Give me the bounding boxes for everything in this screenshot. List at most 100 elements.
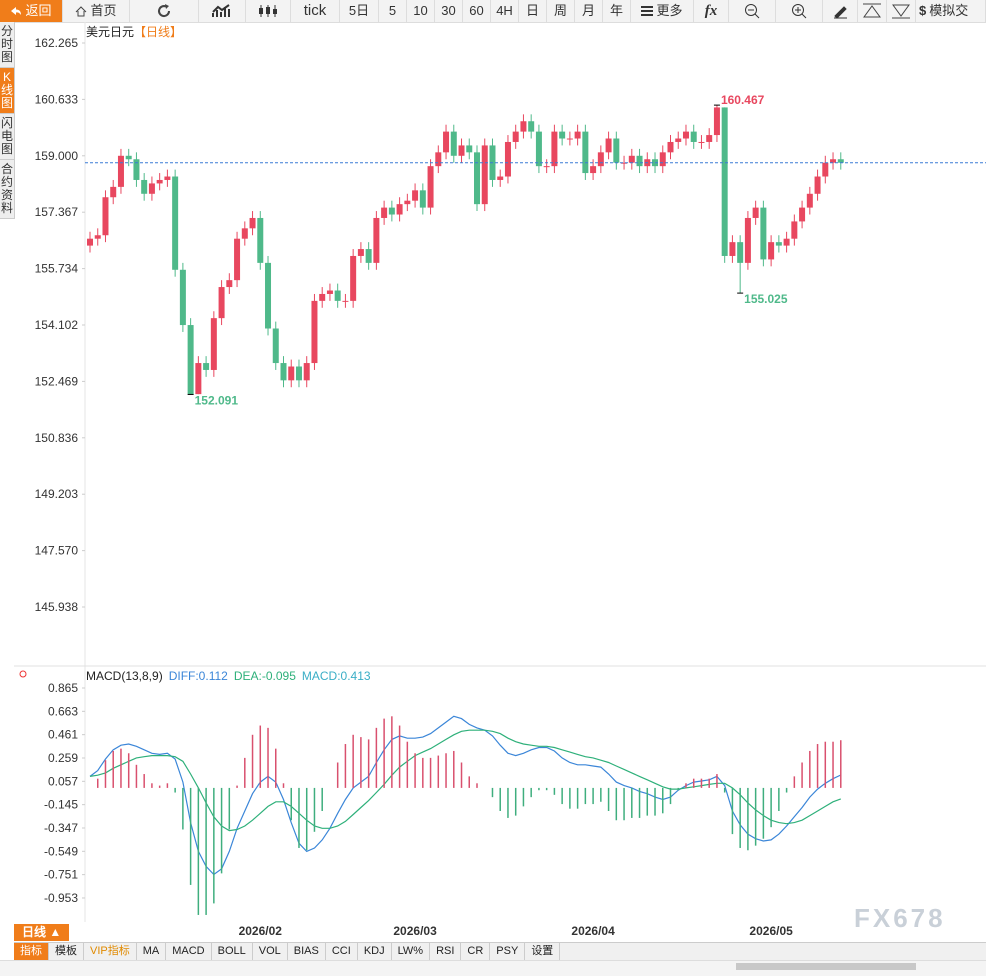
candle-body bbox=[427, 166, 434, 208]
candle-body bbox=[257, 217, 264, 263]
candle-body bbox=[234, 238, 241, 281]
refresh-button[interactable] bbox=[130, 0, 199, 22]
candle-type-button[interactable] bbox=[246, 0, 291, 22]
indicator-tab[interactable]: BIAS bbox=[288, 943, 326, 960]
x-tick-label: 2026/04 bbox=[571, 924, 615, 938]
indicator-tab[interactable]: PSY bbox=[490, 943, 526, 960]
period-button[interactable]: 5 bbox=[379, 0, 407, 22]
candle-body bbox=[265, 262, 272, 329]
candle-body bbox=[388, 207, 395, 215]
candle-body bbox=[497, 176, 504, 180]
candle-body bbox=[791, 221, 798, 239]
more-button[interactable]: 更多 bbox=[631, 0, 694, 22]
y-tick-label: 154.102 bbox=[35, 318, 79, 332]
period-button[interactable]: 10 bbox=[407, 0, 435, 22]
back-button[interactable]: 返回 bbox=[0, 0, 63, 22]
candle-body bbox=[768, 242, 775, 260]
candle-body bbox=[474, 152, 480, 205]
legend-entry: MACD:0.413 bbox=[302, 669, 371, 683]
demo-trade-button[interactable]: $ 模拟交 bbox=[916, 0, 986, 22]
indicator-tab[interactable]: RSI bbox=[430, 943, 462, 960]
candle-body bbox=[373, 217, 380, 263]
y-tick-label: -0.145 bbox=[44, 798, 78, 812]
period-button[interactable]: 5日 bbox=[340, 0, 379, 22]
indicator-tab[interactable]: LW% bbox=[392, 943, 431, 960]
x-tick-label: 2026/03 bbox=[393, 924, 437, 938]
x-tick-label: 2026/05 bbox=[749, 924, 793, 938]
draw-button[interactable] bbox=[823, 0, 858, 22]
candle-body bbox=[249, 217, 256, 229]
indicator-tab[interactable]: MA bbox=[137, 943, 167, 960]
candle-body bbox=[210, 318, 217, 370]
zoom-in-button[interactable] bbox=[776, 0, 823, 22]
candle-body bbox=[512, 131, 519, 142]
period-button[interactable]: 4H bbox=[491, 0, 519, 22]
candle-body bbox=[342, 300, 349, 302]
period-button[interactable]: 年 bbox=[603, 0, 631, 22]
candle-body bbox=[621, 162, 628, 164]
candle-body bbox=[659, 152, 666, 167]
candle-body bbox=[814, 176, 821, 194]
up-button[interactable] bbox=[858, 0, 887, 22]
legend-entry: DIFF:0.112 bbox=[169, 669, 228, 683]
period-button[interactable]: 月 bbox=[575, 0, 603, 22]
side-tab[interactable]: 合约资料 bbox=[0, 160, 14, 219]
period-button[interactable]: 30 bbox=[435, 0, 463, 22]
candle-body bbox=[675, 138, 682, 142]
candle-body bbox=[590, 166, 597, 174]
home-button[interactable]: 首页 bbox=[63, 0, 130, 22]
zoom-out-button[interactable] bbox=[729, 0, 776, 22]
candle-body bbox=[706, 135, 713, 142]
side-tab[interactable]: K线图 bbox=[0, 68, 14, 114]
watermark: FX678 bbox=[854, 903, 946, 933]
candle-body bbox=[613, 138, 620, 163]
candle-body bbox=[412, 190, 419, 201]
period-button[interactable]: 周 bbox=[547, 0, 575, 22]
period-button[interactable]: tick bbox=[291, 0, 340, 22]
indicator-tab[interactable]: 模板 bbox=[49, 943, 84, 960]
indicator-tab[interactable]: MACD bbox=[166, 943, 212, 960]
candle-body bbox=[203, 363, 210, 370]
bottom-bar: 日线 ▲ 指标 模板 VIP指标 MA MACD BOLL VOL BIAS CCI KDJ LW% R… bbox=[14, 924, 986, 960]
candle-body bbox=[605, 138, 612, 153]
candle-body bbox=[218, 287, 225, 319]
settings-icon[interactable] bbox=[19, 670, 27, 678]
candle-body bbox=[559, 131, 566, 139]
candle-body bbox=[466, 145, 473, 153]
legend-entry: DEA:-0.095 bbox=[234, 669, 296, 683]
y-tick-label: 0.865 bbox=[48, 681, 78, 695]
side-tab[interactable]: 分时图 bbox=[0, 22, 14, 68]
candle-body bbox=[636, 155, 643, 167]
indicator-tab[interactable]: 指标 bbox=[14, 943, 49, 960]
indicator-tab[interactable]: CR bbox=[461, 943, 491, 960]
indicator-tab[interactable]: BOLL bbox=[212, 943, 253, 960]
indicator-tab[interactable]: CCI bbox=[326, 943, 358, 960]
candle-body bbox=[326, 290, 333, 294]
chart-title: 美元日元 bbox=[86, 25, 134, 39]
candle-body bbox=[156, 179, 163, 184]
indicator-tab[interactable]: KDJ bbox=[358, 943, 392, 960]
candle-body bbox=[690, 131, 697, 142]
chart-type-button[interactable] bbox=[199, 0, 246, 22]
scroll-thumb[interactable] bbox=[736, 963, 916, 970]
y-tick-label: -0.953 bbox=[44, 891, 78, 905]
candle-body bbox=[94, 235, 101, 239]
candle-body bbox=[822, 162, 829, 177]
formula-button[interactable]: fx bbox=[694, 0, 729, 22]
candle-body bbox=[187, 325, 194, 395]
down-button[interactable] bbox=[887, 0, 916, 22]
candle-body bbox=[148, 183, 155, 194]
candle-body bbox=[141, 179, 148, 194]
indicator-tab[interactable]: VOL bbox=[253, 943, 288, 960]
side-tab[interactable]: 闪电图 bbox=[0, 114, 14, 160]
y-tick-label: 152.469 bbox=[35, 374, 79, 388]
period-button[interactable]: 日 bbox=[519, 0, 547, 22]
y-tick-label: 162.265 bbox=[35, 36, 79, 50]
period-selector[interactable]: 日线 ▲ bbox=[14, 924, 70, 941]
indicator-tab[interactable]: 设置 bbox=[525, 943, 561, 960]
period-button[interactable]: 60 bbox=[463, 0, 491, 22]
indicator-name: MACD(13,8,9) bbox=[86, 669, 163, 683]
indicator-tab[interactable]: VIP指标 bbox=[84, 943, 137, 960]
candle-body bbox=[698, 141, 705, 143]
candle-body bbox=[280, 363, 287, 381]
